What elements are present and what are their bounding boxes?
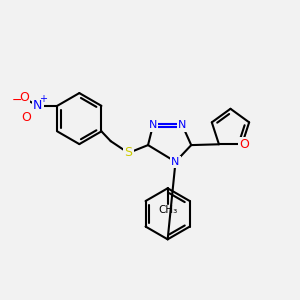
Text: N: N (178, 121, 187, 130)
Text: N: N (171, 157, 180, 167)
Text: O: O (19, 92, 29, 104)
Text: S: S (124, 146, 132, 159)
Text: N: N (149, 121, 157, 130)
Text: −: − (12, 93, 22, 106)
Text: N: N (33, 99, 42, 112)
Text: O: O (21, 111, 31, 124)
Text: +: + (40, 94, 47, 104)
Text: O: O (239, 138, 249, 151)
Text: CH₃: CH₃ (158, 205, 177, 215)
